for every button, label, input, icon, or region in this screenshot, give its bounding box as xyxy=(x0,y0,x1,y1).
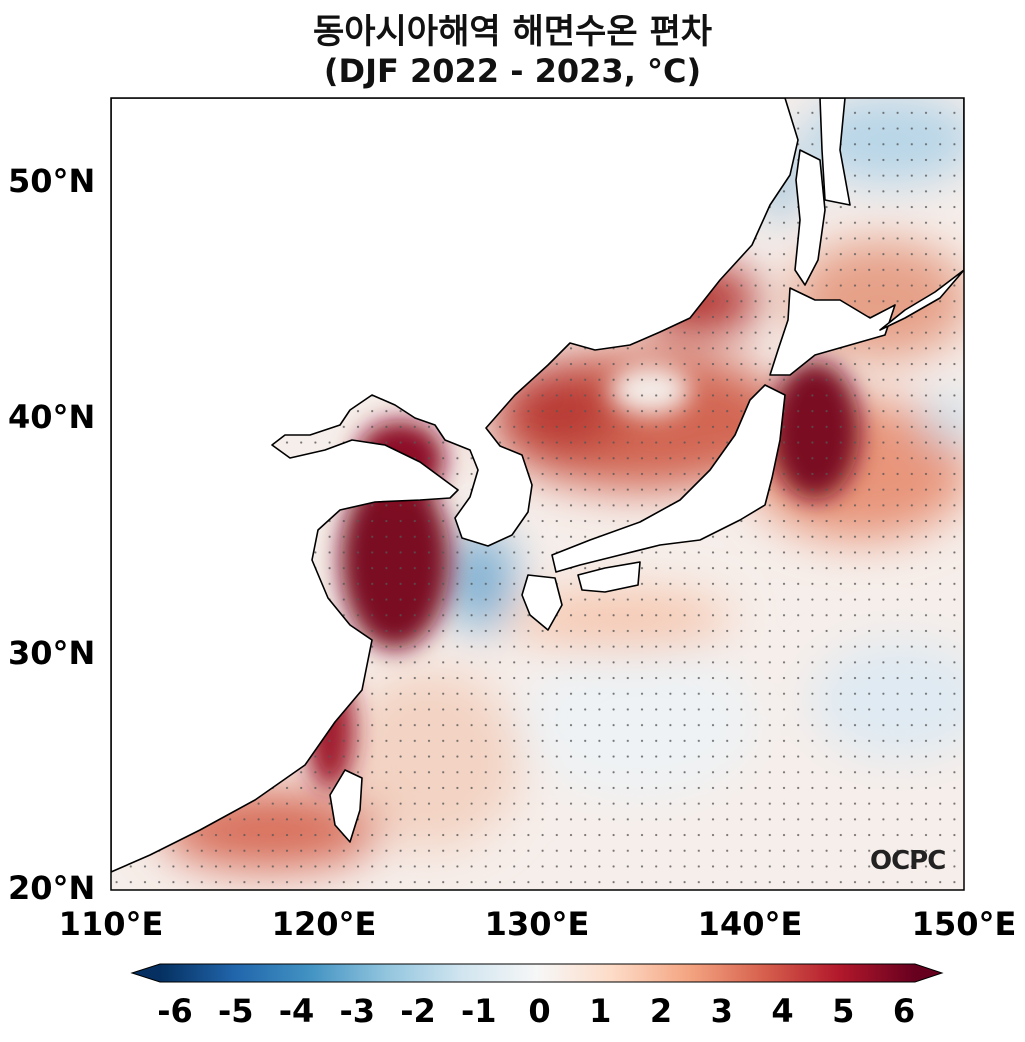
x-tick-label: 110°E xyxy=(58,905,164,943)
colorbar-tick-label: 2 xyxy=(649,992,673,1030)
colorbar-tick-label: 0 xyxy=(528,992,551,1030)
colorbar-extend-low xyxy=(132,964,160,982)
y-tick-label: 20°N xyxy=(8,869,96,907)
colorbar-tick-label: -2 xyxy=(400,992,436,1030)
shikoku-island xyxy=(577,561,641,593)
colorbar-outline xyxy=(130,963,944,983)
colorbar-tick-label: -4 xyxy=(278,992,315,1030)
colorbar-tick-label: -6 xyxy=(157,992,193,1030)
ocpc-logo: OCPC xyxy=(870,846,946,876)
colorbar-tick-label: -5 xyxy=(217,992,254,1030)
hokkaido-island xyxy=(769,287,896,376)
x-tick-label: 150°E xyxy=(911,905,1017,943)
kyushu-island xyxy=(521,574,563,631)
map-subtitle: (DJF 2022 - 2023, °C) xyxy=(323,52,702,90)
colorbar-gradient xyxy=(160,964,915,982)
colorbar xyxy=(130,963,944,983)
map-title: 동아시아해역 해면수온 편차 xyxy=(312,12,713,52)
plot-frame xyxy=(110,97,965,891)
honshu-island xyxy=(551,384,786,573)
taiwan-island xyxy=(329,769,363,843)
colorbar-tick-label: -3 xyxy=(339,992,376,1030)
russian-far-east-coast xyxy=(819,98,851,206)
x-tick-label: 140°E xyxy=(697,905,803,943)
kuril-kamchatka-coast xyxy=(879,98,964,331)
asian-mainland xyxy=(111,98,799,873)
x-tick-label: 120°E xyxy=(271,905,377,943)
x-tick-label: 130°E xyxy=(484,905,590,943)
land-coastlines xyxy=(111,98,964,873)
colorbar-tick-label: 5 xyxy=(832,992,855,1030)
colorbar-tick-label: 3 xyxy=(710,992,733,1030)
colorbar-tick-label: 6 xyxy=(892,992,916,1030)
colorbar-extend-high xyxy=(915,964,942,982)
sakhalin-island xyxy=(794,149,826,286)
colorbar-tick-label: 1 xyxy=(589,992,612,1030)
y-tick-label: 40°N xyxy=(8,398,96,436)
y-tick-label: 50°N xyxy=(8,162,96,200)
colorbar-tick-label: -1 xyxy=(460,992,497,1030)
y-tick-label: 30°N xyxy=(8,634,96,672)
anomaly-field xyxy=(111,98,964,890)
colorbar-tick-label: 4 xyxy=(771,992,794,1030)
